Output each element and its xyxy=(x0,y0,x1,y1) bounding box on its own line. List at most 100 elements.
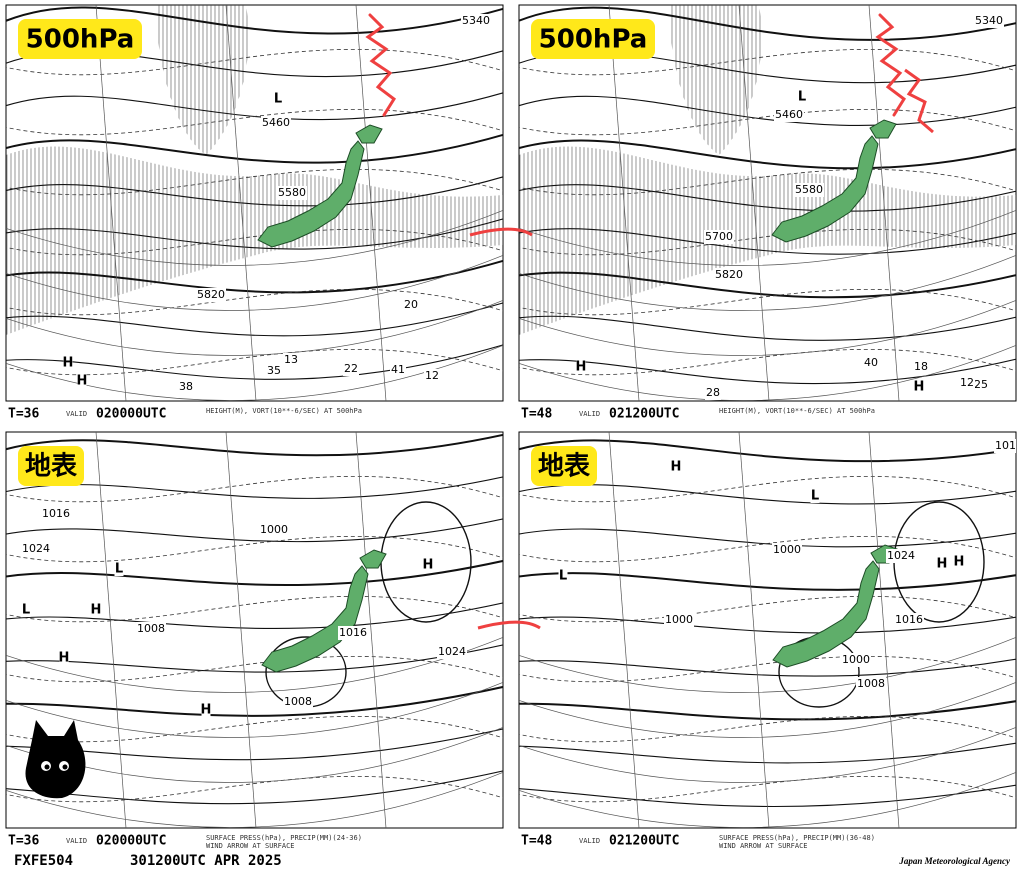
issued-time: 301200UTC APR 2025 xyxy=(130,853,282,869)
contour-line xyxy=(6,644,503,673)
forecast-time: T=48 xyxy=(521,834,552,849)
zigzag-arrow xyxy=(875,13,907,117)
map-label: 13 xyxy=(284,353,298,366)
label-bg xyxy=(797,90,807,104)
contour-line xyxy=(6,559,503,586)
contour-line xyxy=(519,742,1016,764)
label-bg xyxy=(424,369,440,383)
map-label: L xyxy=(811,489,819,504)
map-label: L xyxy=(22,603,30,618)
vorticity-hatch xyxy=(6,146,503,335)
map-label: 35 xyxy=(267,364,281,377)
label-bg xyxy=(403,298,419,312)
longitude-line xyxy=(95,432,127,828)
caption: WIND ARROW AT SURFACE xyxy=(206,842,295,850)
chart-code: FXFE504 xyxy=(14,853,73,869)
map-label: 1016 xyxy=(895,613,923,626)
label-bg xyxy=(283,695,313,709)
contour-line xyxy=(519,358,1016,385)
map-label: 1016 xyxy=(339,626,367,639)
map-label: 1008 xyxy=(137,622,165,635)
map-label: 5340 xyxy=(462,14,490,27)
contour-line xyxy=(519,271,1016,299)
label-bg xyxy=(886,549,916,563)
badge: 500hPa xyxy=(26,25,135,55)
map-label: 5820 xyxy=(715,268,743,281)
label-bg xyxy=(794,183,824,197)
map-label: 1000 xyxy=(842,653,870,666)
contour-line xyxy=(519,658,1016,677)
forecast-time: T=36 xyxy=(8,407,39,422)
map-label: H xyxy=(576,360,587,375)
label-bg xyxy=(714,268,744,282)
map-label: H xyxy=(954,555,965,570)
caption: HEIGHT(M), VORT(10**-6/SEC) AT 500hPa xyxy=(206,407,362,415)
map-label: 20 xyxy=(404,298,418,311)
latitude-line xyxy=(519,636,1016,693)
label-bg xyxy=(201,703,211,717)
label-bg xyxy=(914,380,924,394)
map-label: 5340 xyxy=(975,14,1003,27)
label-bg xyxy=(59,651,69,665)
contour-line xyxy=(519,700,1016,721)
map-label: L xyxy=(559,569,567,584)
label-bg xyxy=(283,353,299,367)
latitude-line xyxy=(519,299,1016,356)
longitude-line xyxy=(868,432,900,828)
contour-line xyxy=(519,616,1016,634)
map-label: 1024 xyxy=(438,645,466,658)
label-bg xyxy=(178,380,194,394)
caption: SURFACE PRESS(hPa), PRECIP(MM)(24-36) xyxy=(206,834,362,842)
caption: WIND ARROW AT SURFACE xyxy=(719,842,808,850)
forecast-time: T=36 xyxy=(8,834,39,849)
label-bg xyxy=(913,360,929,374)
label-bg xyxy=(974,14,1004,28)
map-label: 5460 xyxy=(775,108,803,121)
label-bg xyxy=(390,363,406,377)
valid-time: 020000UTC xyxy=(96,834,166,849)
label-bg xyxy=(114,562,124,576)
valid-time: 020000UTC xyxy=(96,407,166,422)
map-label: 5460 xyxy=(262,116,290,129)
label-bg xyxy=(937,557,947,571)
label-bg xyxy=(994,439,1016,453)
map-label: 1000 xyxy=(773,543,801,556)
label-bg xyxy=(338,626,368,640)
caption: HEIGHT(M), VORT(10**-6/SEC) AT 500hPa xyxy=(719,407,875,415)
label-bg xyxy=(774,108,804,122)
map-label: H xyxy=(63,356,74,371)
badge: 500hPa xyxy=(539,25,648,55)
japan xyxy=(771,119,897,243)
valid-time: 021200UTC xyxy=(609,407,679,422)
vorticity-hatch xyxy=(669,5,762,155)
label-bg xyxy=(863,356,879,370)
label-bg xyxy=(273,92,283,106)
agency: Japan Meteorological Agency xyxy=(898,856,1011,866)
longitude-line xyxy=(608,432,640,828)
map-label: H xyxy=(91,603,102,618)
label-bg xyxy=(973,378,989,392)
map-label: 1016 xyxy=(42,507,70,520)
contour-line xyxy=(519,228,1016,255)
contour-line xyxy=(6,6,503,35)
contour-line xyxy=(519,184,1016,212)
map-body: 1024 1016 1008 1000 1016 1024 1008 H H H L L H xyxy=(6,432,503,828)
map-label: 38 xyxy=(179,380,193,393)
valid-label: VALID xyxy=(66,837,87,845)
map-label: H xyxy=(423,558,434,573)
map-label: 5580 xyxy=(278,186,306,199)
zigzag-arrow xyxy=(904,68,934,134)
map-label: H xyxy=(937,557,948,572)
contour-line xyxy=(519,528,1016,548)
label-bg xyxy=(41,507,71,521)
latitude-line xyxy=(519,726,1016,783)
contour-line xyxy=(519,315,1016,341)
cat-body xyxy=(25,720,86,799)
map-label: 1000 xyxy=(260,523,288,536)
valid-label: VALID xyxy=(579,410,600,418)
japan xyxy=(257,124,383,248)
latitude-line xyxy=(6,681,503,738)
cat-pupil xyxy=(62,764,68,770)
